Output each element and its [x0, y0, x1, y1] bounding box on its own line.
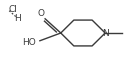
Text: H: H [14, 14, 21, 23]
Text: HO: HO [22, 38, 36, 47]
Text: N: N [102, 29, 109, 37]
Text: Cl: Cl [8, 5, 17, 14]
Text: O: O [37, 9, 44, 18]
